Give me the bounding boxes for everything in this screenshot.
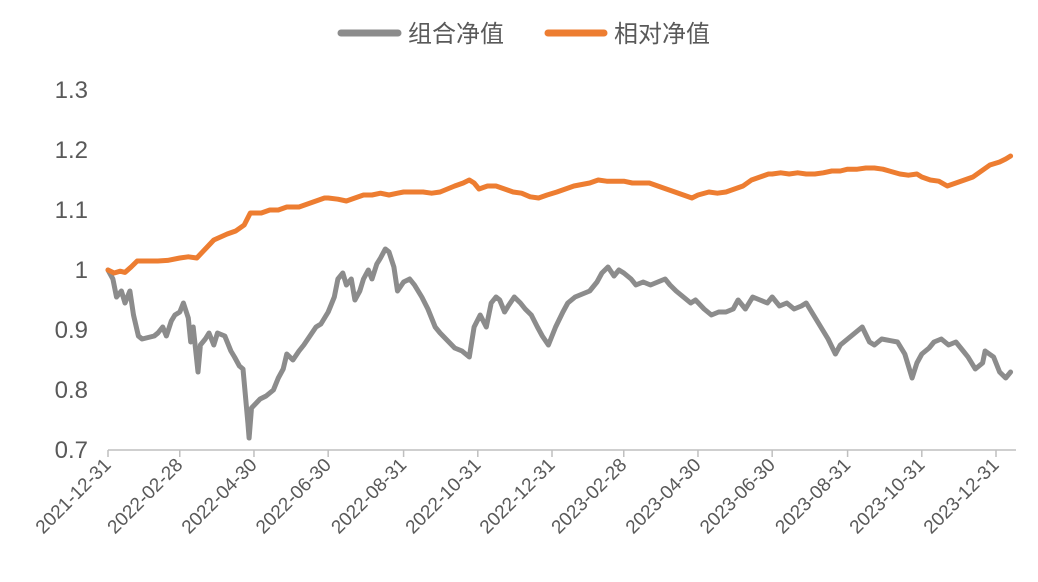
x-tick-label: 2023-02-28	[548, 455, 632, 539]
x-tick-label: 2022-04-30	[178, 455, 262, 539]
series-line-relative-nav	[105, 153, 1014, 276]
series-layer	[105, 153, 1014, 441]
x-tick-label: 2023-06-30	[696, 455, 780, 539]
x-tick-label: 2023-12-31	[920, 455, 1004, 539]
legend-label-相对净值: 相对净值	[614, 20, 710, 48]
x-tick-label: 2022-10-31	[402, 455, 486, 539]
y-tick-label: 0.8	[55, 377, 88, 404]
x-tick-label: 2022-12-31	[476, 455, 560, 539]
legend: 组合净值 相对净值	[337, 20, 710, 48]
y-tick-label: 0.7	[55, 437, 88, 464]
y-tick-label: 1.3	[55, 77, 88, 104]
y-tick-label: 1.1	[55, 197, 88, 224]
x-tick-label: 2022-08-31	[328, 455, 412, 539]
series-line-portfolio-nav	[105, 246, 1014, 441]
x-tick-label: 2023-04-30	[622, 455, 706, 539]
y-tick-label: 1.2	[55, 137, 88, 164]
legend-label-组合净值: 组合净值	[408, 20, 504, 48]
y-tick-label: 0.9	[55, 317, 88, 344]
x-tick-label: 2023-08-31	[772, 455, 856, 539]
y-axis-tick-labels: 1.3 1.2 1.1 1 0.9 0.8 0.7	[55, 77, 88, 464]
x-tick-label: 2022-06-30	[252, 455, 336, 539]
x-tick-label: 2022-02-28	[104, 455, 188, 539]
x-tick-label: 2023-10-31	[846, 455, 930, 539]
x-axis: 2021-12-312022-02-282022-04-302022-06-30…	[32, 449, 1016, 539]
x-tick-label: 2021-12-31	[32, 455, 116, 539]
y-tick-label: 1	[75, 257, 88, 284]
